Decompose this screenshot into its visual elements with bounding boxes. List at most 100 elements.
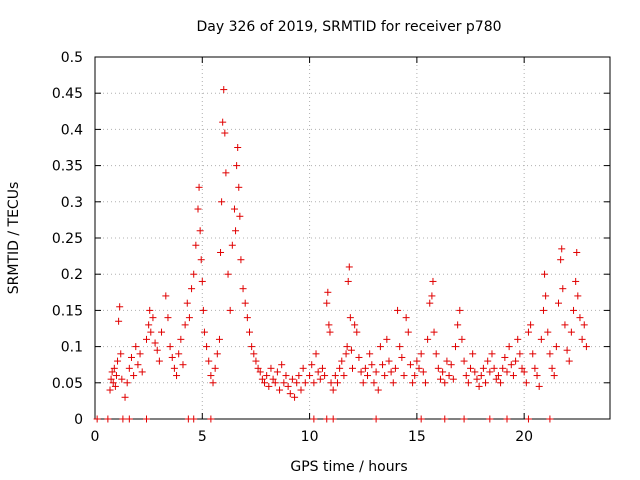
data-point <box>563 346 571 354</box>
data-point <box>215 335 223 343</box>
data-point <box>273 368 281 376</box>
data-point-zero <box>460 415 468 423</box>
y-tick-label: 0.5 <box>61 50 83 66</box>
data-point <box>349 364 356 372</box>
data-point <box>518 364 526 372</box>
data-point <box>576 314 584 322</box>
data-point <box>413 357 421 365</box>
data-point <box>331 372 339 380</box>
data-point-zero <box>104 415 112 423</box>
x-tick-label: 20 <box>515 429 533 445</box>
data-point-zero <box>323 415 331 423</box>
data-point <box>326 328 334 336</box>
data-point <box>219 118 227 126</box>
data-point <box>138 368 146 376</box>
data-point <box>460 357 468 365</box>
data-point <box>527 321 535 329</box>
data-point-zero <box>372 415 380 423</box>
data-point <box>168 353 176 361</box>
data-point <box>507 361 515 369</box>
data-point <box>351 321 359 329</box>
data-point <box>301 379 309 387</box>
x-tick-label: 0 <box>91 429 100 445</box>
data-point <box>469 350 477 358</box>
data-point <box>198 277 206 285</box>
data-point <box>565 357 573 365</box>
y-tick-label: 0.4 <box>61 122 83 138</box>
data-point <box>226 306 234 314</box>
data-point <box>522 379 530 387</box>
data-point <box>499 364 507 372</box>
data-point <box>567 328 575 336</box>
data-point <box>479 364 487 372</box>
data-point <box>494 372 502 380</box>
data-point <box>454 321 462 329</box>
y-tick-label: 0.05 <box>52 376 83 392</box>
data-point <box>343 343 351 351</box>
data-point <box>250 350 258 358</box>
data-point <box>121 393 129 401</box>
data-point <box>467 364 475 372</box>
y-tick-label: 0.45 <box>52 86 83 102</box>
data-point <box>572 277 580 285</box>
data-point <box>209 379 217 387</box>
data-point <box>158 328 166 336</box>
data-point <box>333 379 341 387</box>
data-point <box>580 321 588 329</box>
data-point <box>117 350 125 358</box>
data-point <box>573 248 581 256</box>
data-point <box>222 169 230 177</box>
data-point <box>355 353 363 361</box>
data-point <box>149 314 157 322</box>
data-point <box>443 357 451 365</box>
data-point <box>557 256 565 264</box>
data-point <box>381 372 389 380</box>
data-point <box>475 382 483 390</box>
data-point-zero <box>207 415 215 423</box>
data-point <box>464 379 472 387</box>
data-point <box>111 382 119 390</box>
data-point <box>265 382 273 390</box>
x-tick-label: 10 <box>301 429 319 445</box>
data-point <box>164 314 172 322</box>
data-point <box>286 390 294 398</box>
data-point <box>456 306 464 314</box>
data-point <box>552 343 560 351</box>
data-point <box>520 368 528 376</box>
data-point <box>190 270 198 278</box>
data-point-zero <box>93 415 101 423</box>
data-point <box>246 328 253 336</box>
data-point <box>505 343 513 351</box>
data-point <box>338 357 346 365</box>
data-point <box>366 350 374 358</box>
data-point <box>118 375 126 383</box>
data-point-zero <box>190 415 198 423</box>
data-point <box>256 368 264 376</box>
data-point <box>324 288 332 296</box>
data-point-zero <box>486 415 494 423</box>
data-point <box>233 162 241 170</box>
data-point <box>559 285 567 293</box>
data-point <box>155 357 163 365</box>
data-point <box>211 364 219 372</box>
x-axis-label: GPS time / hours <box>290 459 407 475</box>
data-point <box>248 343 256 351</box>
data-point <box>325 321 333 329</box>
data-point <box>234 144 242 151</box>
y-tick-label: 0.3 <box>61 195 83 211</box>
data-point <box>492 375 500 383</box>
data-point <box>542 292 550 300</box>
x-axis-ticks: 0 5 10 15 20 <box>91 57 533 445</box>
data-point <box>177 335 185 343</box>
data-point <box>112 372 120 380</box>
data-point <box>145 321 153 329</box>
data-point <box>429 277 437 285</box>
data-point <box>497 379 505 387</box>
chart-title: Day 326 of 2019, SRMTID for receiver p78… <box>196 19 501 35</box>
data-point <box>162 292 170 300</box>
data-point <box>364 372 372 380</box>
data-point <box>436 375 444 383</box>
data-point <box>503 368 511 376</box>
data-point <box>252 357 260 365</box>
